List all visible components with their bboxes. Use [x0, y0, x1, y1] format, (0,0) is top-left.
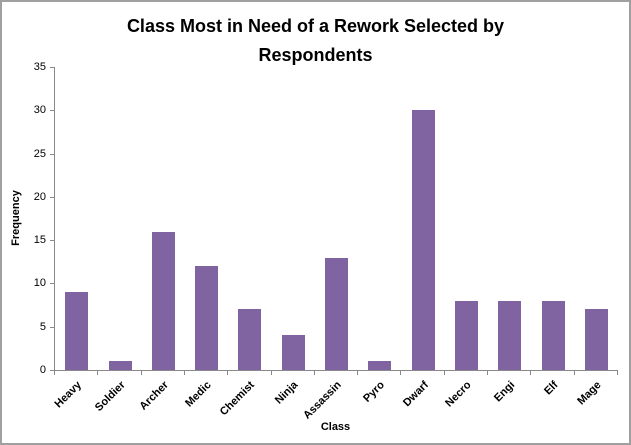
x-category-label-text: Heavy: [52, 379, 85, 411]
x-category-label-text: Elf: [542, 379, 561, 398]
y-tick: [50, 197, 54, 198]
x-tick: [487, 371, 488, 375]
x-tick: [574, 371, 575, 375]
bar-medic: [195, 266, 219, 370]
bar-elf: [541, 300, 565, 370]
x-category-label: Mage: [567, 375, 603, 407]
y-tick: [50, 240, 54, 241]
y-tick-label: 20: [33, 191, 46, 203]
x-category-label-text: Dwarf: [400, 379, 431, 410]
x-category-label: Medic: [174, 375, 215, 410]
bar-pyro: [368, 361, 392, 370]
x-category-label-text: Archer: [137, 379, 171, 413]
y-tick-label: 15: [33, 234, 46, 246]
x-tick: [530, 371, 531, 375]
x-category-label-text: Necro: [443, 379, 474, 410]
bar-engi: [498, 300, 522, 370]
x-tick: [54, 371, 55, 375]
x-tick: [444, 371, 445, 375]
bar-mage: [584, 309, 608, 370]
x-category-label: Pyro: [354, 375, 388, 405]
bar-heavy: [65, 292, 89, 370]
bar-archer: [151, 231, 175, 370]
y-tick-label: 10: [33, 277, 46, 289]
x-category-label-text: Assassin: [301, 379, 344, 422]
x-category-label: Soldier: [82, 375, 128, 414]
x-tick: [357, 371, 358, 375]
x-category-label: Dwarf: [392, 375, 431, 409]
y-tick: [50, 154, 54, 155]
bar-necro: [454, 300, 478, 370]
x-category-label-text: Soldier: [92, 379, 128, 414]
y-tick-label: 30: [33, 104, 46, 116]
x-category-label-text: Pyro: [361, 379, 388, 405]
bar-chemist: [238, 309, 262, 370]
bar-assassin: [325, 257, 348, 370]
x-tick: [314, 371, 315, 375]
y-tick-label: 0: [39, 364, 46, 376]
x-category-label: Engi: [485, 375, 517, 404]
x-category-label: Archer: [127, 375, 171, 413]
y-tick-label: 25: [33, 148, 46, 160]
x-tick: [400, 371, 401, 375]
y-tick: [50, 110, 54, 111]
chart-title: Class Most in Need of a Rework Selected …: [126, 16, 505, 65]
x-category-label-text: Chemist: [218, 379, 258, 419]
y-tick-label: 5: [39, 321, 46, 333]
x-category-label: Assassin: [287, 375, 344, 422]
x-tick: [227, 371, 228, 375]
x-category-label-text: Engi: [491, 379, 518, 405]
bar-dwarf: [411, 110, 435, 370]
y-tick: [50, 67, 54, 68]
plot-area: [54, 67, 618, 371]
y-tick: [50, 327, 54, 328]
x-tick: [271, 371, 272, 375]
x-category-label: Necro: [434, 375, 474, 410]
x-category-label: Chemist: [205, 375, 257, 418]
x-tick: [184, 371, 185, 375]
x-tick: [97, 371, 98, 375]
y-tick: [50, 370, 54, 371]
x-tick: [141, 371, 142, 375]
x-tick: [617, 371, 618, 375]
x-category-label-text: Mage: [575, 379, 604, 408]
y-tick-label: 35: [33, 61, 46, 73]
x-axis-title: Class: [320, 421, 351, 433]
x-category-label: Heavy: [43, 375, 84, 410]
x-category-label: Elf: [538, 375, 560, 397]
y-tick: [50, 283, 54, 284]
bar-soldier: [108, 361, 132, 370]
bar-ninja: [281, 335, 305, 370]
